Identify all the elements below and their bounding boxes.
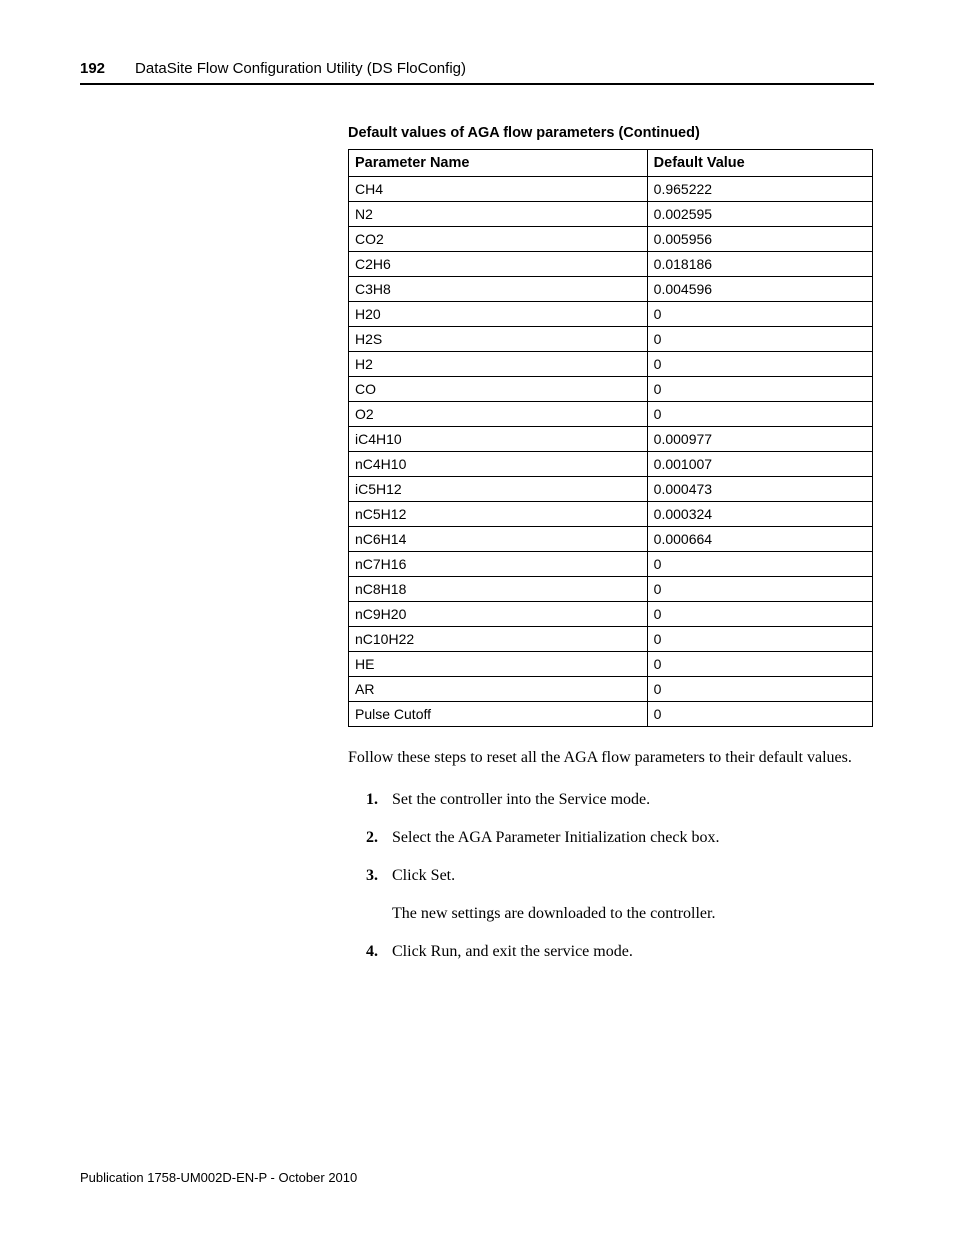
step-number: 2. xyxy=(366,829,392,847)
table-row: C3H80.004596 xyxy=(349,277,873,302)
table-row: nC10H220 xyxy=(349,627,873,652)
cell-default-value: 0 xyxy=(647,577,872,602)
cell-parameter-name: AR xyxy=(349,677,648,702)
parameters-table: Parameter Name Default Value CH40.965222… xyxy=(348,149,873,727)
table-row: AR0 xyxy=(349,677,873,702)
cell-parameter-name: iC5H12 xyxy=(349,477,648,502)
cell-parameter-name: iC4H10 xyxy=(349,427,648,452)
cell-parameter-name: nC9H20 xyxy=(349,602,648,627)
publication-footer: Publication 1758-UM002D-EN-P - October 2… xyxy=(80,1170,357,1185)
cell-default-value: 0.000977 xyxy=(647,427,872,452)
cell-parameter-name: nC7H16 xyxy=(349,552,648,577)
cell-default-value: 0.000324 xyxy=(647,502,872,527)
cell-parameter-name: nC5H12 xyxy=(349,502,648,527)
document-page: 192 DataSite Flow Configuration Utility … xyxy=(0,0,954,1235)
cell-parameter-name: HE xyxy=(349,652,648,677)
table-row: C2H60.018186 xyxy=(349,252,873,277)
table-row: nC9H200 xyxy=(349,602,873,627)
cell-parameter-name: nC8H18 xyxy=(349,577,648,602)
cell-default-value: 0.004596 xyxy=(647,277,872,302)
cell-default-value: 0 xyxy=(647,327,872,352)
cell-default-value: 0.000664 xyxy=(647,527,872,552)
intro-paragraph: Follow these steps to reset all the AGA … xyxy=(348,749,873,767)
page-header: 192 DataSite Flow Configuration Utility … xyxy=(80,60,874,77)
step-text: Set the controller into the Service mode… xyxy=(392,791,650,809)
step-text: Click Run, and exit the service mode. xyxy=(392,943,633,961)
cell-default-value: 0.001007 xyxy=(647,452,872,477)
col-header-value: Default Value xyxy=(647,150,872,177)
cell-parameter-name: nC10H22 xyxy=(349,627,648,652)
cell-default-value: 0 xyxy=(647,377,872,402)
step-note: The new settings are downloaded to the c… xyxy=(392,905,873,923)
table-row: CO20.005956 xyxy=(349,227,873,252)
table-row: nC7H160 xyxy=(349,552,873,577)
cell-default-value: 0.002595 xyxy=(647,202,872,227)
table-row: CO0 xyxy=(349,377,873,402)
col-header-parameter: Parameter Name xyxy=(349,150,648,177)
step-number: 3. xyxy=(366,867,392,885)
cell-default-value: 0 xyxy=(647,652,872,677)
step-item: 2.Select the AGA Parameter Initializatio… xyxy=(366,829,873,847)
page-number: 192 xyxy=(80,60,105,77)
table-caption: Default values of AGA flow parameters (C… xyxy=(348,125,873,141)
table-row: HE0 xyxy=(349,652,873,677)
cell-parameter-name: nC4H10 xyxy=(349,452,648,477)
table-row: N20.002595 xyxy=(349,202,873,227)
cell-parameter-name: CO xyxy=(349,377,648,402)
step-number: 4. xyxy=(366,943,392,961)
table-row: iC5H120.000473 xyxy=(349,477,873,502)
table-row: H20 xyxy=(349,352,873,377)
cell-default-value: 0.018186 xyxy=(647,252,872,277)
cell-parameter-name: nC6H14 xyxy=(349,527,648,552)
table-row: O20 xyxy=(349,402,873,427)
step-text: Click Set. xyxy=(392,867,455,885)
step-text: Select the AGA Parameter Initialization … xyxy=(392,829,719,847)
cell-parameter-name: CO2 xyxy=(349,227,648,252)
table-row: nC6H140.000664 xyxy=(349,527,873,552)
table-row: H200 xyxy=(349,302,873,327)
cell-parameter-name: CH4 xyxy=(349,177,648,202)
table-row: Pulse Cutoff0 xyxy=(349,702,873,727)
cell-default-value: 0 xyxy=(647,602,872,627)
cell-default-value: 0.005956 xyxy=(647,227,872,252)
cell-parameter-name: H2S xyxy=(349,327,648,352)
cell-parameter-name: H20 xyxy=(349,302,648,327)
cell-default-value: 0 xyxy=(647,702,872,727)
header-divider xyxy=(80,83,874,85)
cell-default-value: 0 xyxy=(647,402,872,427)
steps-list: 1.Set the controller into the Service mo… xyxy=(348,791,873,961)
table-row: nC8H180 xyxy=(349,577,873,602)
cell-parameter-name: Pulse Cutoff xyxy=(349,702,648,727)
cell-default-value: 0 xyxy=(647,352,872,377)
step-item: 1.Set the controller into the Service mo… xyxy=(366,791,873,809)
cell-default-value: 0 xyxy=(647,627,872,652)
cell-default-value: 0.000473 xyxy=(647,477,872,502)
cell-default-value: 0 xyxy=(647,677,872,702)
table-row: iC4H100.000977 xyxy=(349,427,873,452)
cell-default-value: 0.965222 xyxy=(647,177,872,202)
header-title: DataSite Flow Configuration Utility (DS … xyxy=(135,60,466,77)
table-row: H2S0 xyxy=(349,327,873,352)
content-area: Default values of AGA flow parameters (C… xyxy=(348,125,873,961)
step-item: 3.Click Set. The new settings are downloa… xyxy=(366,867,873,923)
table-row: CH40.965222 xyxy=(349,177,873,202)
table-row: nC4H100.001007 xyxy=(349,452,873,477)
cell-parameter-name: C3H8 xyxy=(349,277,648,302)
cell-parameter-name: N2 xyxy=(349,202,648,227)
cell-parameter-name: C2H6 xyxy=(349,252,648,277)
cell-parameter-name: H2 xyxy=(349,352,648,377)
cell-default-value: 0 xyxy=(647,302,872,327)
table-header-row: Parameter Name Default Value xyxy=(349,150,873,177)
table-row: nC5H120.000324 xyxy=(349,502,873,527)
cell-parameter-name: O2 xyxy=(349,402,648,427)
step-number: 1. xyxy=(366,791,392,809)
cell-default-value: 0 xyxy=(647,552,872,577)
step-item: 4.Click Run, and exit the service mode. xyxy=(366,943,873,961)
